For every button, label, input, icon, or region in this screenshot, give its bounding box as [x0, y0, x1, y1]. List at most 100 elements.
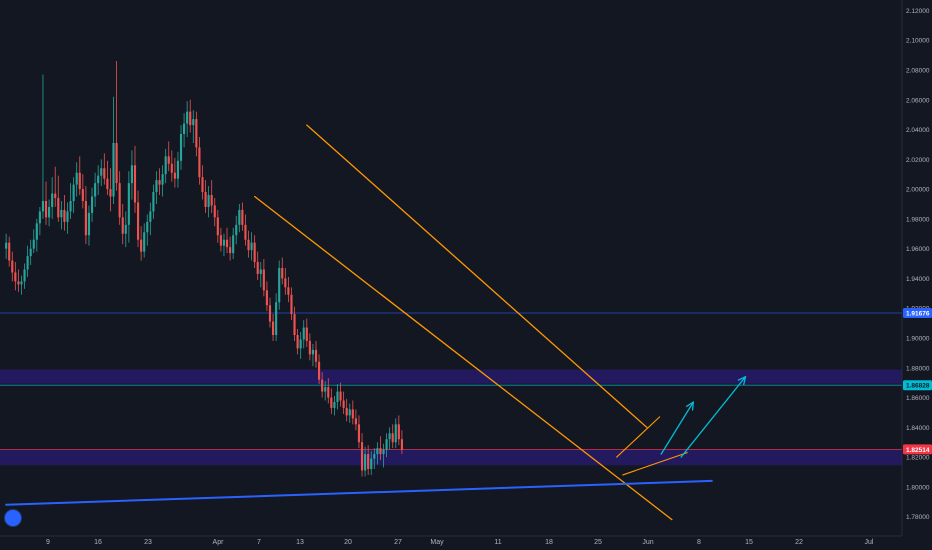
candle-body — [364, 454, 367, 471]
time-tick-label: Jun — [642, 539, 653, 546]
flag-upper-line — [616, 416, 661, 458]
projection-arrowhead-1 — [737, 376, 747, 386]
price-tick-label: 2.06000 — [906, 97, 930, 104]
candle-body — [97, 175, 100, 184]
candle-body — [336, 391, 339, 402]
zone-0 — [0, 369, 902, 384]
tradingview-logo-icon[interactable] — [4, 509, 22, 527]
candle-body — [51, 193, 54, 207]
candle-body — [60, 209, 63, 218]
candle-body — [207, 195, 210, 207]
candle-body — [29, 248, 32, 257]
price-badge-0 — [903, 308, 932, 319]
candle-body — [5, 242, 8, 249]
time-tick-label: 16 — [94, 539, 102, 546]
candle-body — [256, 262, 259, 274]
time-tick-label: 7 — [257, 539, 261, 546]
candle-body — [318, 361, 321, 380]
candle-body — [271, 321, 275, 335]
candle-body — [158, 180, 161, 185]
candle-body — [63, 209, 66, 222]
candle-body — [388, 433, 391, 440]
candle-body — [109, 189, 112, 197]
candle-body — [259, 269, 262, 274]
candle-body — [265, 290, 268, 306]
candle-body — [121, 217, 124, 234]
candle-body — [400, 439, 403, 450]
candle-body — [324, 387, 327, 392]
price-tick-label: 1.88000 — [906, 365, 930, 372]
candle-body — [164, 156, 167, 175]
time-tick-label: 8 — [697, 539, 701, 546]
time-tick-label: 13 — [296, 539, 304, 546]
time-tick-label: 25 — [594, 539, 602, 546]
candle-body — [397, 424, 400, 440]
candle-body — [290, 294, 293, 315]
candle-body — [20, 281, 23, 285]
candle-body — [201, 177, 204, 193]
candle-body — [299, 339, 302, 349]
candle-body — [241, 209, 244, 225]
candle-body — [351, 409, 354, 419]
candle-body — [44, 201, 48, 218]
candle-body — [333, 402, 336, 408]
candle-body — [308, 340, 311, 355]
candle-body — [311, 349, 315, 355]
candle-body — [373, 454, 376, 459]
candle-body — [57, 198, 60, 218]
candle-body — [391, 433, 394, 443]
candle-body — [238, 209, 241, 225]
price-tick-label: 1.90000 — [906, 335, 930, 342]
time-tick-label: 20 — [344, 539, 352, 546]
candle-body — [357, 424, 361, 443]
candle-body — [127, 183, 130, 225]
candle-body — [11, 260, 14, 273]
zone-1 — [0, 449, 902, 466]
candle-body — [385, 439, 388, 450]
time-tick-label: Jul — [865, 539, 874, 546]
candle-body — [216, 217, 219, 236]
time-axis[interactable]: 9 16 23 Apr 7 13 20 27 May 11 18 25 Jun 8 15 22 Jul — [46, 539, 874, 546]
candle-body — [342, 400, 345, 408]
candle-body — [229, 247, 232, 254]
price-axis[interactable]: 1.78000 1.80000 1.82000 1.84000 1.86000 1.880… — [906, 8, 930, 521]
candle-body — [140, 239, 143, 252]
candle-body — [90, 196, 94, 213]
drawings-layer — [5, 124, 747, 521]
price-tick-label: 2.04000 — [906, 127, 930, 134]
candle-body — [54, 193, 57, 199]
candle-body — [176, 160, 180, 179]
candle-body — [124, 224, 127, 234]
candle-body — [136, 202, 140, 240]
candle-body — [106, 178, 109, 190]
price-badge-label: 1.86828 — [906, 383, 930, 390]
time-tick-label: 27 — [394, 539, 402, 546]
candle-body — [167, 156, 170, 164]
candle-body — [213, 205, 216, 218]
candle-body — [232, 235, 235, 254]
candle-body — [179, 134, 183, 161]
candle-body — [94, 183, 97, 197]
candle-body — [48, 206, 51, 218]
candle-body — [379, 448, 382, 455]
zones-layer — [0, 369, 902, 466]
projection-arrow-1 — [680, 376, 747, 458]
candle-body — [75, 172, 78, 185]
candle-body — [103, 168, 106, 179]
price-tick-label: 1.86000 — [906, 395, 930, 402]
candle-body — [17, 281, 20, 285]
candle-body — [198, 147, 201, 178]
candle-body — [354, 418, 357, 425]
candle-body — [204, 192, 207, 207]
price-tick-label: 1.94000 — [906, 276, 930, 283]
price-tick-label: 1.78000 — [906, 514, 930, 521]
candle-body — [235, 224, 238, 236]
candle-body — [161, 174, 164, 185]
price-tick-label: 2.00000 — [906, 187, 930, 194]
candle-body — [284, 278, 287, 288]
candle-body — [330, 397, 333, 408]
candle-body — [268, 305, 272, 322]
candle-body — [130, 165, 133, 184]
candle-body — [253, 242, 256, 263]
